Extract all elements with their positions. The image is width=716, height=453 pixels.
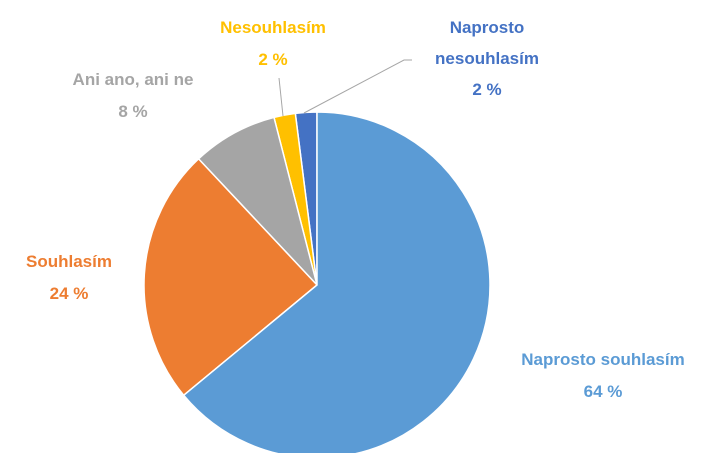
pie-slice xyxy=(182,111,491,453)
category-label: Nesouhlasím xyxy=(220,18,326,37)
category-label: Naprosto souhlasím xyxy=(521,350,685,369)
value-label: 2 % xyxy=(472,80,502,99)
value-label: 8 % xyxy=(118,102,148,121)
pie-slice xyxy=(143,157,319,397)
data-label: Nesouhlasím 2 % xyxy=(203,12,343,76)
value-label: 24 % xyxy=(49,284,89,303)
value-label: 2 % xyxy=(258,50,288,69)
category-label: Souhlasím xyxy=(26,252,112,271)
leader-line xyxy=(278,77,284,117)
data-label: Souhlasím 24 % xyxy=(0,246,139,310)
category-label: Naprosto nesouhlasím xyxy=(435,18,539,68)
data-label: Ani ano, ani ne 8 % xyxy=(38,64,228,128)
leader-line xyxy=(303,59,412,114)
value-label: 64 % xyxy=(583,382,623,401)
data-label: Naprosto souhlasím 64 % xyxy=(483,344,716,408)
data-label: Naprosto nesouhlasím 2 % xyxy=(417,12,557,105)
category-label: Ani ano, ani ne xyxy=(72,70,194,89)
